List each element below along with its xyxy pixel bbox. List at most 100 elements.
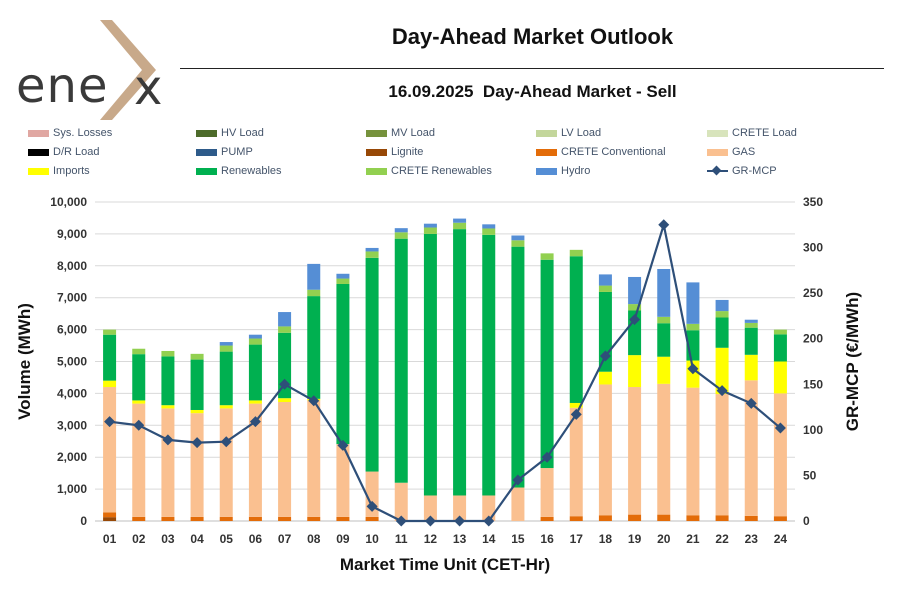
x-tick-label: 03 bbox=[161, 532, 175, 546]
y2-tick-label: 300 bbox=[803, 241, 823, 255]
legend-swatch bbox=[196, 129, 217, 137]
legend-item: Lignite bbox=[366, 144, 423, 160]
bar-segment bbox=[190, 409, 204, 414]
bar-segment bbox=[569, 402, 583, 408]
legend-item: Renewables bbox=[196, 163, 282, 179]
mcp-point bbox=[308, 395, 320, 407]
bar-segment bbox=[686, 323, 700, 331]
mcp-point bbox=[133, 419, 145, 431]
bar-segment bbox=[598, 515, 612, 521]
x-tick-label: 19 bbox=[628, 532, 642, 546]
mcp-point bbox=[454, 515, 466, 527]
bar-segment bbox=[132, 516, 146, 521]
legend-item: PUMP bbox=[196, 144, 253, 160]
bar-segment bbox=[278, 326, 292, 333]
mcp-point bbox=[716, 385, 728, 397]
y-tick-label: 2,000 bbox=[57, 450, 87, 464]
bar-segment bbox=[744, 322, 758, 328]
bar-segment bbox=[511, 487, 525, 521]
bar-segment bbox=[278, 312, 292, 327]
legend-label: Hydro bbox=[561, 165, 591, 177]
bar-segment bbox=[307, 400, 321, 517]
bar-segment bbox=[569, 407, 583, 517]
bar-segment bbox=[540, 468, 554, 517]
bar-segment bbox=[394, 482, 408, 521]
bar-segment bbox=[715, 299, 729, 312]
bar-segment bbox=[657, 268, 671, 317]
bar-segment bbox=[219, 516, 233, 521]
legend-swatch bbox=[536, 148, 557, 156]
x-tick-label: 23 bbox=[745, 532, 759, 546]
bar-segment bbox=[715, 347, 729, 395]
legend-item: Hydro bbox=[536, 163, 590, 179]
bar-segment bbox=[161, 408, 175, 517]
bar-segment bbox=[394, 232, 408, 239]
bar-segment bbox=[453, 222, 467, 230]
bar-segment bbox=[773, 516, 787, 521]
y-tick-label: 7,000 bbox=[57, 291, 87, 305]
mcp-point bbox=[599, 350, 611, 362]
bar-segment bbox=[219, 351, 233, 406]
bar-segment bbox=[540, 516, 554, 521]
legend-item: MV Load bbox=[366, 125, 435, 141]
mcp-point bbox=[366, 500, 378, 512]
y-tick-label: 6,000 bbox=[57, 323, 87, 337]
legend-label: HV Load bbox=[221, 127, 264, 139]
bar-segment bbox=[278, 516, 292, 521]
logo-chevron bbox=[100, 20, 156, 120]
x-axis-title: Market Time Unit (CET-Hr) bbox=[340, 555, 550, 574]
bar-segment bbox=[248, 334, 262, 339]
bar-segment bbox=[569, 256, 583, 403]
logo-x-tail: x bbox=[134, 60, 162, 116]
bar-segment bbox=[715, 317, 729, 348]
bar-segment bbox=[394, 238, 408, 483]
mcp-point bbox=[424, 515, 436, 527]
bar-segment bbox=[482, 228, 496, 235]
bar-segment bbox=[482, 234, 496, 496]
bar-segment bbox=[365, 247, 379, 252]
x-tick-label: 11 bbox=[395, 532, 408, 546]
x-tick-label: 06 bbox=[249, 532, 263, 546]
mcp-point bbox=[687, 363, 699, 375]
y2-tick-label: 100 bbox=[803, 423, 823, 437]
x-tick-label: 02 bbox=[132, 532, 146, 546]
y2-tick-label: 0 bbox=[803, 514, 810, 528]
bar-segment bbox=[598, 285, 612, 292]
legend-label: Imports bbox=[53, 165, 90, 177]
x-tick-label: 14 bbox=[482, 532, 496, 546]
x-tick-label: 13 bbox=[453, 532, 467, 546]
legend-item: HV Load bbox=[196, 125, 264, 141]
bar-segment bbox=[453, 218, 467, 223]
legend-swatch bbox=[707, 129, 728, 137]
bar-segment bbox=[453, 495, 467, 521]
bar-segment bbox=[598, 274, 612, 286]
legend-swatch bbox=[196, 167, 217, 175]
bar-segment bbox=[336, 444, 350, 517]
bar-segment bbox=[365, 257, 379, 472]
bar-segment bbox=[161, 405, 175, 409]
bar-segment bbox=[248, 400, 262, 404]
legend-label: Sys. Losses bbox=[53, 127, 113, 139]
bar-segment bbox=[103, 512, 117, 518]
bar-segment bbox=[511, 240, 525, 247]
bar-segment bbox=[103, 334, 117, 381]
legend-swatch bbox=[28, 129, 49, 137]
bar-segment bbox=[307, 263, 321, 290]
bar-segment bbox=[132, 403, 146, 517]
x-tick-label: 05 bbox=[220, 532, 234, 546]
mcp-point bbox=[249, 416, 261, 428]
legend-swatch bbox=[707, 148, 728, 156]
y-tick-label: 1,000 bbox=[57, 482, 87, 496]
bar-segment bbox=[423, 495, 437, 521]
bar-segment bbox=[132, 400, 146, 404]
bar-segment bbox=[278, 332, 292, 399]
mcp-point bbox=[279, 378, 291, 390]
bar-segment bbox=[628, 355, 642, 388]
bar-segment bbox=[248, 344, 262, 401]
mcp-point bbox=[541, 451, 553, 463]
y-tick-label: 4,000 bbox=[57, 386, 87, 400]
y2-tick-label: 150 bbox=[803, 377, 823, 391]
legend-swatch bbox=[28, 167, 49, 175]
mcp-point bbox=[570, 408, 582, 420]
